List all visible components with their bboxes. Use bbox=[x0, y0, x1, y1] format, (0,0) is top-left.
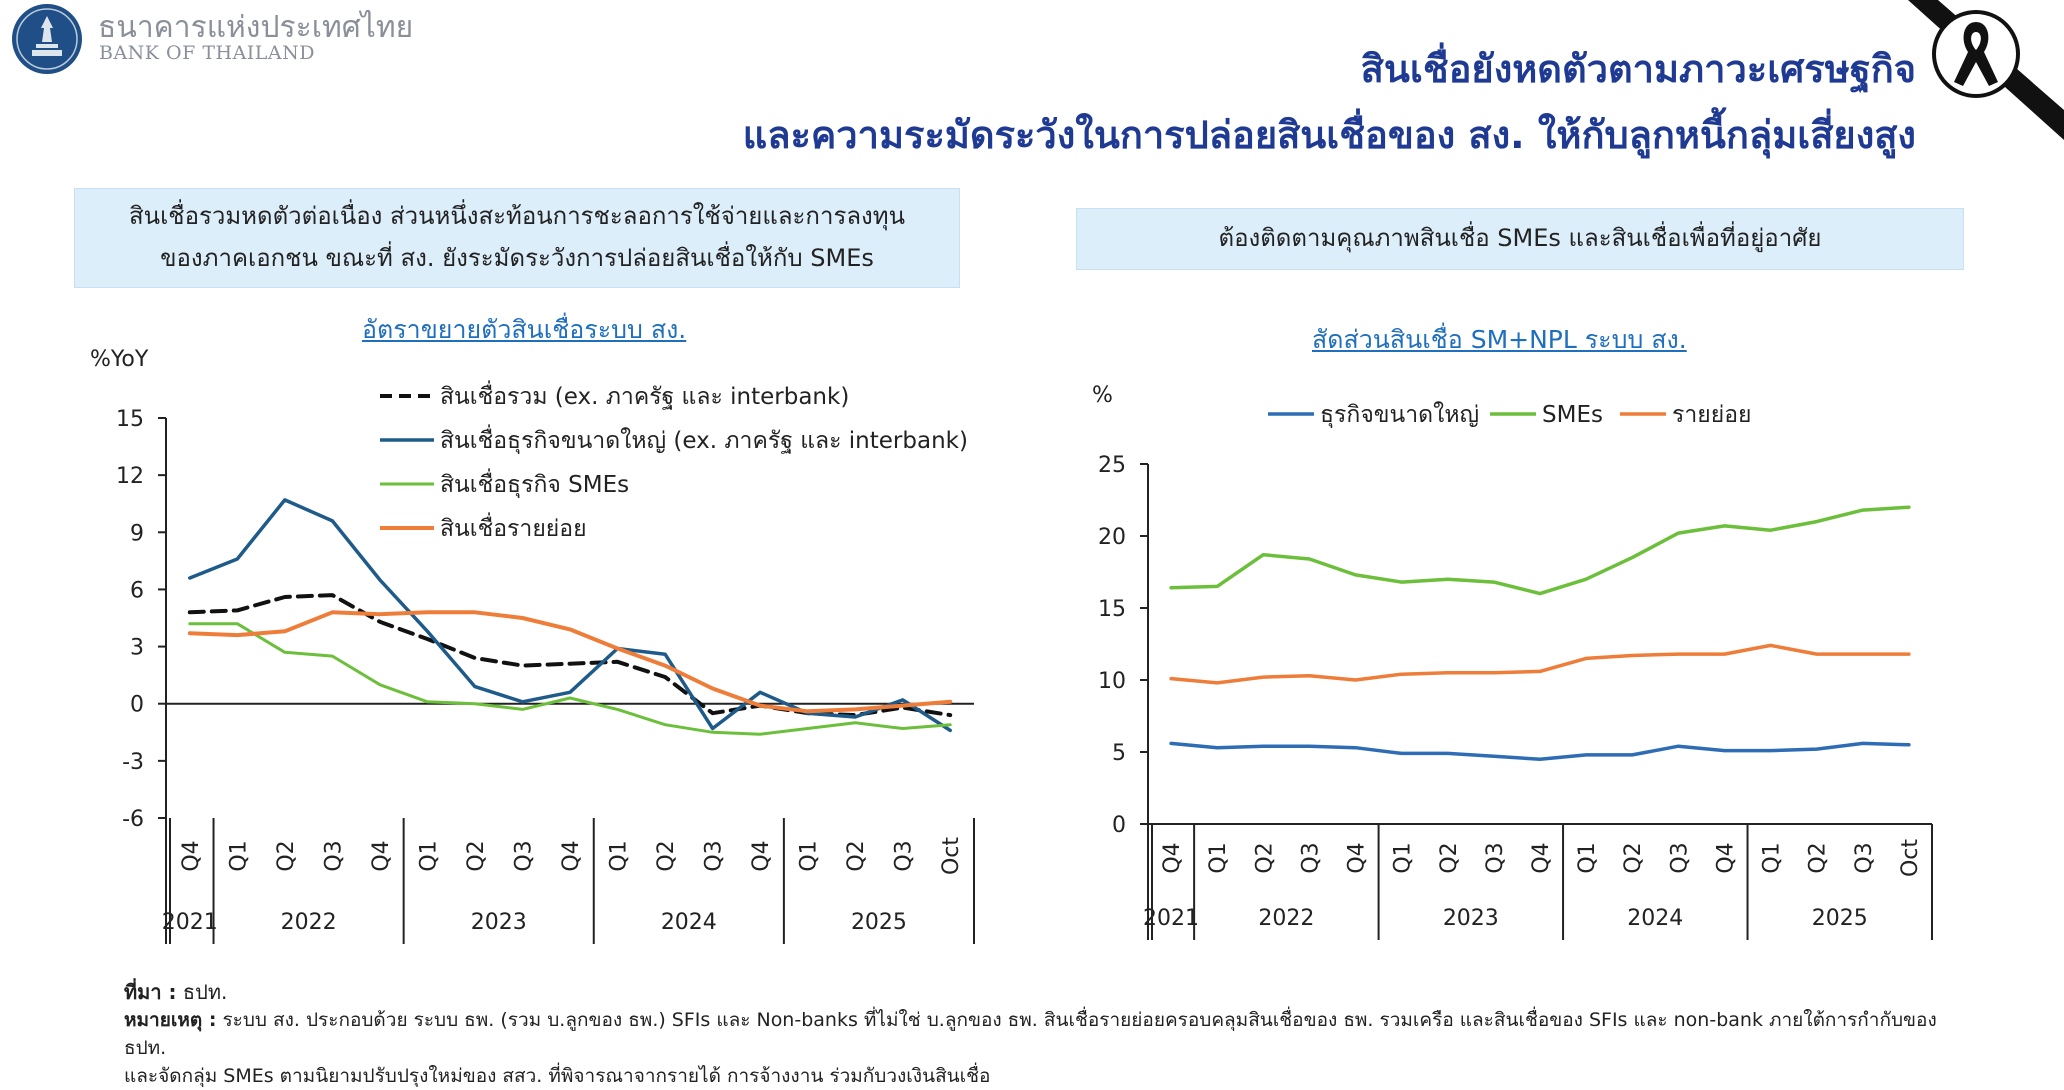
c0-y-tick-label: 9 bbox=[130, 521, 144, 546]
c0-y-tick-label: 15 bbox=[116, 407, 144, 432]
left-summary-line2: ของภาคเอกชน ขณะที่ สง. ยังระมัดระวังการป… bbox=[160, 244, 874, 272]
c0-year-label: 2025 bbox=[851, 910, 907, 935]
c0-legend-label: สินเชื่อรวม (ex. ภาครัฐ และ interbank) bbox=[440, 380, 849, 410]
c0-x-tick-label: Q2 bbox=[654, 840, 679, 871]
c0-y-axis-label: %YoY bbox=[90, 347, 149, 372]
c0-x-tick-label: Q2 bbox=[464, 840, 489, 871]
c0-y-tick-label: 6 bbox=[130, 578, 144, 603]
c1-year-label: 2022 bbox=[1258, 906, 1314, 931]
c1-x-tick-label: Q4 bbox=[1345, 842, 1370, 873]
note-text: ระบบ สง. ประกอบด้วย ระบบ ธพ. (รวม บ.ลูกข… bbox=[124, 1009, 1937, 1059]
c1-y-tick-label: 20 bbox=[1098, 525, 1126, 550]
c0-x-tick-label: Q1 bbox=[797, 840, 822, 871]
c0-x-tick-label: Q3 bbox=[321, 840, 346, 871]
c0-legend-label: สินเชื่อธุรกิจขนาดใหญ่ (ex. ภาครัฐ และ i… bbox=[440, 424, 968, 454]
c1-year-label: 2023 bbox=[1443, 906, 1499, 931]
c0-y-tick-label: 3 bbox=[130, 636, 144, 661]
c0-x-tick-label: Q1 bbox=[226, 840, 251, 871]
c0-series-line-3 bbox=[187, 610, 953, 714]
c0-y-tick-label: -6 bbox=[122, 807, 144, 832]
c1-x-tick-label: Q1 bbox=[1391, 842, 1416, 873]
c1-legend-label: SMEs bbox=[1542, 402, 1603, 428]
note-label: หมายเหตุ : bbox=[124, 1009, 217, 1031]
left-chart-title: อัตราขยายตัวสินเชื่อระบบ สง. bbox=[362, 315, 687, 344]
bank-of-thailand-seal-icon bbox=[12, 4, 82, 74]
c1-x-tick-label: Q1 bbox=[1206, 842, 1231, 873]
c1-y-axis-label: % bbox=[1092, 383, 1113, 408]
c1-year-label: 2024 bbox=[1627, 906, 1683, 931]
c0-legend-label: สินเชื่อธุรกิจ SMEs bbox=[440, 468, 629, 498]
footnote: หมายเหตุ : ระบบ สง. ประกอบด้วย ระบบ ธพ. … bbox=[124, 1006, 1944, 1090]
c1-y-tick-label: 25 bbox=[1098, 453, 1126, 478]
c0-x-tick-label: Q4 bbox=[559, 840, 584, 871]
c0-x-tick-label: Q1 bbox=[416, 840, 441, 871]
c0-x-tick-label: Q3 bbox=[892, 840, 917, 871]
c0-x-tick-label: Q4 bbox=[749, 840, 774, 871]
c1-y-tick-label: 0 bbox=[1112, 813, 1126, 838]
c0-x-tick-label: Oct bbox=[939, 837, 964, 875]
c1-x-tick-label: Q1 bbox=[1575, 842, 1600, 873]
c0-x-tick-label: Q3 bbox=[511, 840, 536, 871]
source-label: ที่มา : bbox=[124, 980, 177, 1004]
c1-x-tick-label: Q4 bbox=[1160, 842, 1185, 873]
c0-year-label: 2021 bbox=[162, 910, 218, 935]
bank-name-english: BANK OF THAILAND bbox=[99, 42, 316, 64]
note-line2: และจัดกลุ่ม SMEs ตามนิยามปรับปรุงใหม่ของ… bbox=[124, 1065, 991, 1087]
page-title-line2: และความระมัดระวังในการปล่อยสินเชื่อของ ส… bbox=[742, 113, 1916, 157]
c1-x-tick-label: Q2 bbox=[1252, 842, 1277, 873]
left-summary-box: สินเชื่อรวมหดตัวต่อเนื่อง ส่วนหนึ่งสะท้อ… bbox=[74, 188, 960, 288]
c0-y-tick-label: 12 bbox=[116, 464, 144, 489]
c0-year-label: 2023 bbox=[471, 910, 527, 935]
c0-series-line-2 bbox=[188, 622, 952, 736]
c0-x-tick-label: Q4 bbox=[369, 840, 394, 871]
bank-name-thai: ธนาคารแห่งประเทศไทย bbox=[98, 10, 414, 45]
c0-x-tick-label: Q2 bbox=[844, 840, 869, 871]
c0-year-label: 2022 bbox=[281, 910, 337, 935]
c0-year-label: 2024 bbox=[661, 910, 717, 935]
c1-x-tick-label: Oct bbox=[1898, 839, 1923, 877]
c1-y-tick-label: 10 bbox=[1098, 669, 1126, 694]
c1-legend-label: รายย่อย bbox=[1672, 402, 1752, 428]
mourning-ribbon-icon bbox=[1908, 0, 2064, 140]
c1-x-tick-label: Q3 bbox=[1298, 842, 1323, 873]
c1-x-tick-label: Q3 bbox=[1852, 842, 1877, 873]
c1-x-tick-label: Q3 bbox=[1483, 842, 1508, 873]
c1-x-tick-label: Q2 bbox=[1621, 842, 1646, 873]
c0-x-tick-label: Q3 bbox=[702, 840, 727, 871]
c1-x-tick-label: Q4 bbox=[1529, 842, 1554, 873]
c0-x-tick-label: Q1 bbox=[607, 840, 632, 871]
c1-year-label: 2021 bbox=[1143, 906, 1199, 931]
c1-x-tick-label: Q4 bbox=[1713, 842, 1738, 873]
c1-x-tick-label: Q1 bbox=[1760, 842, 1785, 873]
c1-series-line-1 bbox=[1169, 505, 1911, 596]
c1-legend-label: ธุรกิจขนาดใหญ่ bbox=[1320, 401, 1479, 428]
c0-y-tick-label: 0 bbox=[130, 693, 144, 718]
c0-legend-label: สินเชื่อรายย่อย bbox=[440, 512, 587, 542]
source-line: ที่มา : ธปท. bbox=[124, 976, 227, 1008]
c0-x-tick-label: Q2 bbox=[274, 840, 299, 871]
c1-year-label: 2025 bbox=[1812, 906, 1868, 931]
right-summary-box: ต้องติดตามคุณภาพสินเชื่อ SMEs และสินเชื่… bbox=[1076, 208, 1964, 270]
left-summary-line1: สินเชื่อรวมหดตัวต่อเนื่อง ส่วนหนึ่งสะท้อ… bbox=[129, 202, 905, 230]
c0-x-tick-label: Q4 bbox=[179, 840, 204, 871]
c1-y-tick-label: 5 bbox=[1112, 741, 1126, 766]
c1-x-tick-label: Q2 bbox=[1806, 842, 1831, 873]
c1-y-tick-label: 15 bbox=[1098, 597, 1126, 622]
c1-x-tick-label: Q3 bbox=[1667, 842, 1692, 873]
c1-series-line-0 bbox=[1169, 741, 1911, 761]
c1-x-tick-label: Q2 bbox=[1437, 842, 1462, 873]
page-title-line1: สินเชื่อยังหดตัวตามภาวะเศรษฐกิจ bbox=[1360, 47, 1916, 91]
right-chart-title: สัดส่วนสินเชื่อ SM+NPL ระบบ สง. bbox=[1312, 325, 1687, 354]
c0-y-tick-label: -3 bbox=[122, 750, 144, 775]
c0-series-line-1 bbox=[188, 498, 952, 733]
source-text: ธปท. bbox=[176, 980, 228, 1004]
c1-series-line-2 bbox=[1169, 643, 1911, 685]
